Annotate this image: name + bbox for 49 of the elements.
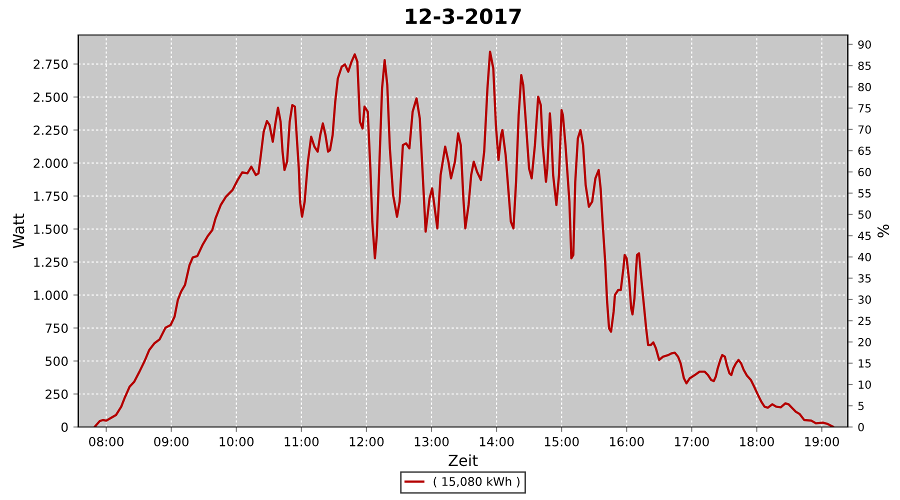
y2-tick-label: 35 (858, 274, 871, 283)
y2-tick-label: 50 (858, 210, 871, 219)
y-tick-label: 2.750 (34, 60, 68, 69)
y2-tick-label: 15 (858, 359, 871, 368)
y2-tick-label: 0 (858, 422, 864, 432)
x-tick-label: 16:00 (610, 436, 644, 446)
y2-tick-label: 90 (858, 40, 871, 49)
y-tick-label: 0 (61, 422, 68, 432)
x-tick-label: 12:00 (350, 436, 384, 446)
y-tick-label: 2.000 (34, 158, 68, 168)
y-tick-label: 1.750 (34, 191, 68, 201)
y2-tick-label: 75 (858, 104, 871, 113)
x-tick-label: 19:00 (805, 436, 839, 446)
x-tick-label: 14:00 (480, 436, 514, 446)
y2-tick-label: 60 (858, 168, 871, 176)
line-series (93, 50, 834, 427)
y-tick-label: 750 (46, 323, 68, 333)
y2-tick-label: 5 (858, 402, 864, 410)
y-tick-label: 1.000 (34, 290, 68, 300)
legend-label: ( 15,080 kWh ) (434, 476, 520, 488)
x-tick-label: 11:00 (284, 436, 319, 446)
x-tick-label: 15:00 (544, 436, 579, 446)
y2-tick-label: 65 (858, 146, 871, 156)
chart-title: 12-3-2017 (406, 8, 521, 24)
y2-tick-label: 30 (858, 295, 871, 304)
y-tick-label: 2.500 (34, 92, 68, 102)
x-tick-label: 10:00 (220, 436, 254, 446)
y2-tick-label: 25 (858, 316, 871, 326)
y-tick-label: 1.500 (34, 224, 68, 234)
x-tick-label: 17:00 (675, 436, 709, 446)
x-tick-label: 13:00 (414, 436, 449, 446)
y-tick-label: 2.250 (34, 126, 68, 135)
x-tick-label: 18:00 (740, 436, 774, 446)
y2-tick-label: 40 (858, 252, 871, 262)
y2-tick-label: 85 (858, 62, 871, 70)
y2-tick-label: 45 (858, 232, 871, 240)
x-tick-label: 09:00 (154, 436, 188, 446)
y2-tick-label: 20 (858, 338, 871, 346)
y2-tick-label: 55 (858, 189, 871, 198)
x-tick-label: 08:00 (89, 436, 124, 446)
y-tick-label: 250 (46, 389, 68, 399)
y2-tick-label: 10 (858, 380, 871, 389)
y-axis-title: Watt (12, 214, 24, 248)
x-axis-title: Zeit (448, 454, 478, 466)
y2-tick-label: 80 (858, 82, 871, 92)
y-tick-label: 1.250 (34, 257, 68, 267)
y2-axis-title: % (877, 224, 890, 238)
y2-tick-label: 70 (858, 125, 871, 134)
y-tick-label: 500 (46, 356, 68, 366)
